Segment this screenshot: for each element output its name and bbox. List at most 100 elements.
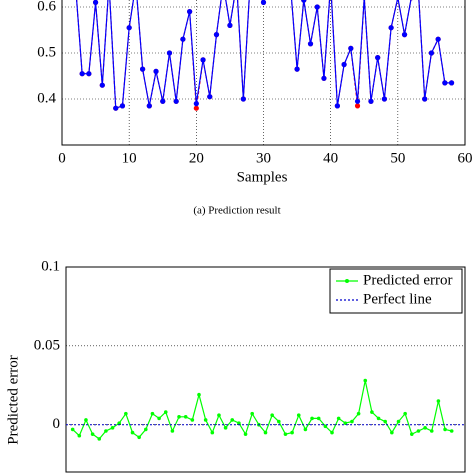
point <box>381 96 387 102</box>
point <box>243 432 248 436</box>
point <box>227 22 233 28</box>
point <box>330 430 334 435</box>
point <box>396 419 401 424</box>
point <box>375 55 381 61</box>
point <box>321 75 327 81</box>
point <box>442 80 448 86</box>
y-tick-label: 0.4 <box>37 90 56 106</box>
point <box>237 421 241 425</box>
point <box>448 80 455 86</box>
point <box>428 50 435 56</box>
plot-frame <box>61 0 466 146</box>
point <box>436 399 441 403</box>
point <box>150 411 155 416</box>
point <box>354 103 361 109</box>
point <box>310 416 314 421</box>
point <box>70 427 75 432</box>
legend-marker <box>345 279 349 283</box>
point <box>303 427 308 432</box>
point <box>187 9 193 15</box>
point <box>314 4 320 10</box>
point <box>126 25 132 31</box>
series-line <box>72 380 452 440</box>
point <box>316 416 321 421</box>
point <box>104 429 108 433</box>
point <box>110 426 115 430</box>
point <box>336 416 341 421</box>
point <box>193 105 199 111</box>
point <box>124 411 128 416</box>
point <box>410 432 414 436</box>
point <box>230 418 235 422</box>
point <box>383 419 388 424</box>
point <box>92 0 99 5</box>
y-tick-label: 0.05 <box>34 337 60 353</box>
x-tick-label: 20 <box>189 150 204 166</box>
point <box>77 433 82 438</box>
legend-box <box>329 268 463 314</box>
point <box>173 98 179 104</box>
y-tick-label: 0.5 <box>37 44 56 60</box>
point <box>153 68 159 74</box>
point <box>334 103 340 109</box>
point <box>190 418 195 422</box>
point <box>277 419 281 424</box>
point <box>213 31 220 38</box>
legend-label: Predicted error <box>363 272 453 288</box>
y-tick-label: 0 <box>53 416 61 432</box>
point <box>117 421 121 425</box>
x-axis-label: Samples <box>237 169 288 185</box>
point <box>270 413 274 418</box>
point <box>401 31 408 38</box>
point <box>90 432 95 436</box>
point <box>207 94 213 100</box>
point <box>388 25 394 31</box>
y-tick-label: 0.6 <box>37 0 56 14</box>
x-tick-label: 30 <box>256 150 271 166</box>
y-axis-label: Predicted error <box>5 355 21 445</box>
point <box>250 411 254 416</box>
point <box>449 429 454 433</box>
point <box>423 426 427 430</box>
point <box>356 411 361 416</box>
x-tick-label: 10 <box>122 150 137 166</box>
point <box>144 427 148 432</box>
point <box>390 430 394 435</box>
point <box>290 430 294 435</box>
point <box>260 0 267 5</box>
point <box>166 50 173 56</box>
point <box>113 105 119 111</box>
point <box>341 61 347 68</box>
point <box>170 429 175 433</box>
point <box>376 416 381 421</box>
point <box>348 45 354 52</box>
point <box>301 0 307 3</box>
point <box>435 36 441 42</box>
point <box>422 96 428 102</box>
point <box>354 98 361 104</box>
point <box>137 435 141 440</box>
point <box>84 418 88 422</box>
point <box>323 424 328 429</box>
y-tick-label: 0.1 <box>41 258 60 274</box>
point <box>350 419 354 424</box>
caption: (a) Prediction result <box>193 205 280 217</box>
point <box>130 430 135 435</box>
point <box>263 430 268 435</box>
point <box>197 392 201 397</box>
point <box>217 413 221 418</box>
point <box>79 71 85 77</box>
point <box>343 421 348 425</box>
point <box>177 415 181 419</box>
point <box>119 103 126 109</box>
point <box>97 437 102 441</box>
x-tick-label: 60 <box>458 150 473 166</box>
point <box>146 103 152 109</box>
point <box>283 432 288 436</box>
point <box>370 410 374 414</box>
point <box>99 82 105 88</box>
x-tick-label: 0 <box>58 150 66 166</box>
x-tick-label: 40 <box>323 150 338 166</box>
point <box>403 411 407 416</box>
